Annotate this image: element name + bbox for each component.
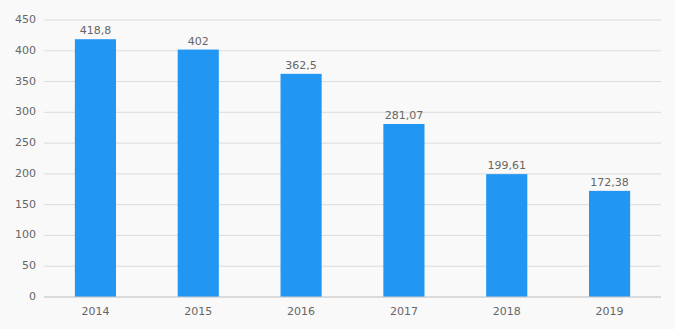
x-tick-label: 2015 [184, 305, 212, 318]
x-tick-label: 2016 [287, 305, 315, 318]
grid-line [44, 81, 661, 82]
y-tick-label: 100 [15, 228, 36, 241]
y-tick-label: 250 [15, 136, 36, 149]
x-tick-label: 2018 [493, 305, 521, 318]
y-tick-label: 450 [15, 13, 36, 26]
data-label: 362,5 [285, 59, 317, 72]
grid-line [44, 50, 661, 51]
y-tick-label: 0 [29, 290, 36, 303]
bar [486, 174, 527, 297]
chart-container: 0 50 100 150 200 250 300 350 400 450 418,8 402 362,5… [0, 0, 675, 329]
bar [75, 39, 116, 297]
grid-line [44, 204, 661, 205]
y-axis: 0 50 100 150 200 250 300 350 400 450 [15, 13, 36, 303]
y-tick-label: 350 [15, 75, 36, 88]
grid-line [44, 143, 661, 144]
bar [589, 191, 630, 297]
grid-line [44, 112, 661, 113]
x-tick-label: 2017 [390, 305, 418, 318]
background [0, 0, 675, 329]
data-label: 172,38 [590, 176, 629, 189]
y-tick-label: 300 [15, 105, 36, 118]
data-label: 199,61 [488, 159, 527, 172]
grid-line [44, 266, 661, 267]
bar [383, 124, 424, 297]
bar [281, 74, 322, 297]
bar [178, 50, 219, 297]
x-tick-label: 2014 [81, 305, 109, 318]
data-labels: 418,8 402 362,5 281,07 199,61 172,38 [80, 24, 629, 189]
grid [44, 20, 661, 297]
x-axis-line [44, 297, 661, 298]
grid-line [44, 173, 661, 174]
grid-line [44, 235, 661, 236]
x-tick-label: 2019 [596, 305, 624, 318]
data-label: 281,07 [385, 109, 424, 122]
chart: 0 50 100 150 200 250 300 350 400 450 418,8 402 362,5… [0, 0, 675, 329]
y-tick-label: 50 [22, 259, 36, 272]
data-label: 402 [188, 35, 209, 48]
x-axis: 2014 2015 2016 2017 2018 2019 [44, 297, 661, 318]
grid-line [44, 297, 661, 298]
bars [75, 39, 630, 297]
data-label: 418,8 [80, 24, 112, 37]
grid-line [44, 20, 661, 21]
y-tick-label: 150 [15, 198, 36, 211]
y-tick-label: 200 [15, 167, 36, 180]
y-tick-label: 400 [15, 44, 36, 57]
